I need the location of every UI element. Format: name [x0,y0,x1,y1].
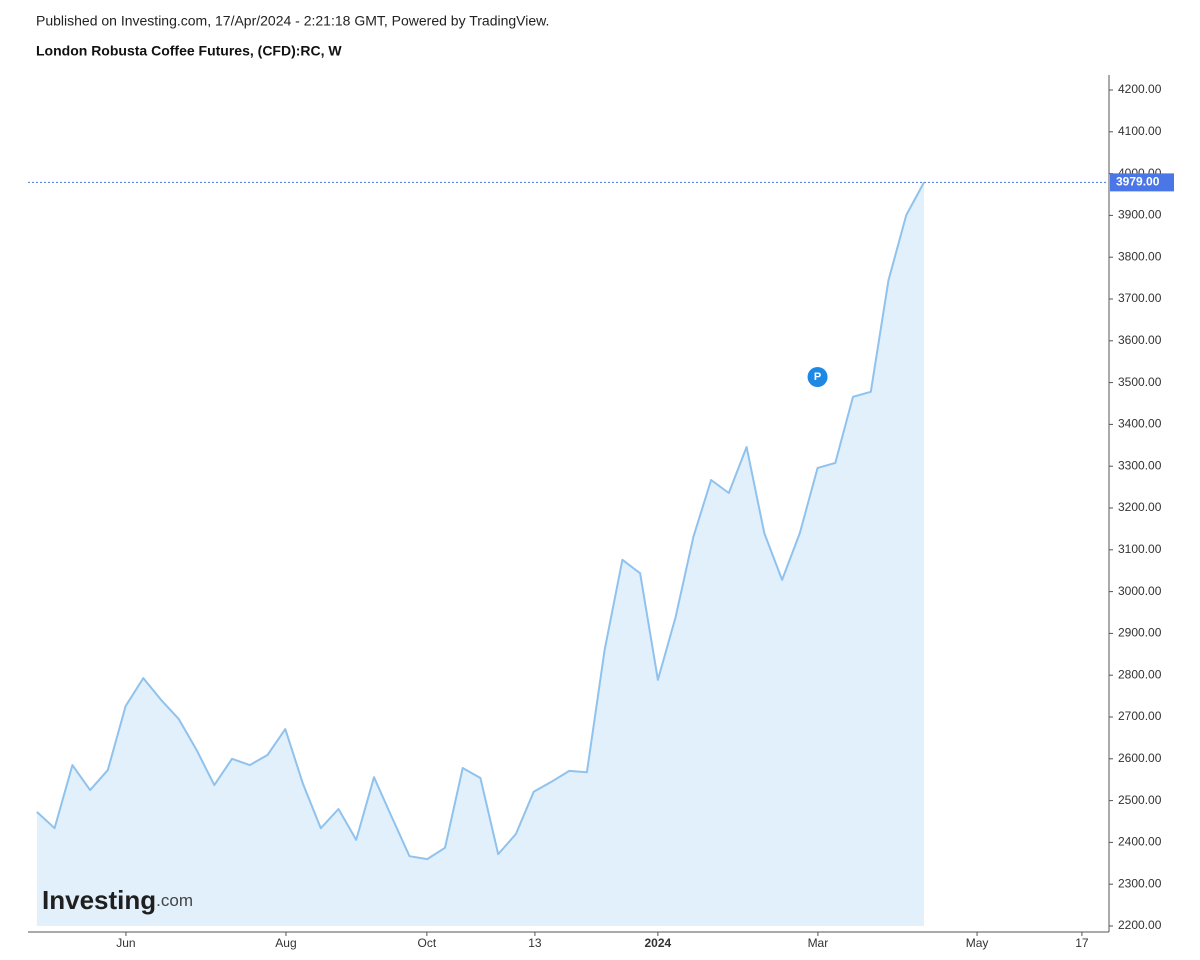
y-tick-label: 3800.00 [1118,249,1162,263]
event-marker [807,367,828,387]
y-tick-label: 2400.00 [1118,835,1162,849]
y-tick-label: 4100.00 [1118,124,1162,138]
x-tick-label: 17 [1075,936,1089,950]
watermark-brand: Investing [42,885,156,915]
event-marker-label: P [814,371,821,383]
last-price-label: 3979.00 [1116,175,1160,189]
y-tick-label: 3000.00 [1118,584,1162,598]
y-tick-label: 3600.00 [1118,333,1162,347]
last-price-tag [1110,173,1174,192]
y-tick-label: 2700.00 [1118,709,1162,723]
chart-title: London Robusta Coffee Futures, (CFD):RC,… [36,43,342,59]
x-tick-label: Jun [116,936,135,950]
x-tick-label: Oct [418,936,437,950]
y-tick-label: 2300.00 [1118,876,1162,890]
y-tick-label: 3100.00 [1118,542,1162,556]
y-tick-label: 3700.00 [1118,291,1162,305]
area-fill [36,182,925,926]
y-tick-label: 4200.00 [1118,82,1162,96]
y-tick-label: 3400.00 [1118,417,1162,431]
y-tick-label: 3300.00 [1118,458,1162,472]
y-tick-label: 3200.00 [1118,500,1162,514]
x-tick-label: Aug [275,936,296,950]
x-tick-label: 13 [528,936,542,950]
x-tick-label: May [966,936,989,950]
watermark-suffix: .com [156,891,193,910]
y-tick-label: 2900.00 [1118,626,1162,640]
x-tick-label: 2024 [645,936,672,950]
published-note: Published on Investing.com, 17/Apr/2024 … [36,13,549,29]
y-tick-label: 2800.00 [1118,667,1162,681]
y-tick-label: 2600.00 [1118,751,1162,765]
watermark: Investing.com [42,885,193,915]
y-tick-label: 2200.00 [1118,918,1162,932]
y-tick-label: 3900.00 [1118,208,1162,222]
y-tick-label: 2500.00 [1118,793,1162,807]
price-line [36,181,925,861]
x-tick-label: Mar [808,936,829,950]
y-tick-label: 3500.00 [1118,375,1162,389]
